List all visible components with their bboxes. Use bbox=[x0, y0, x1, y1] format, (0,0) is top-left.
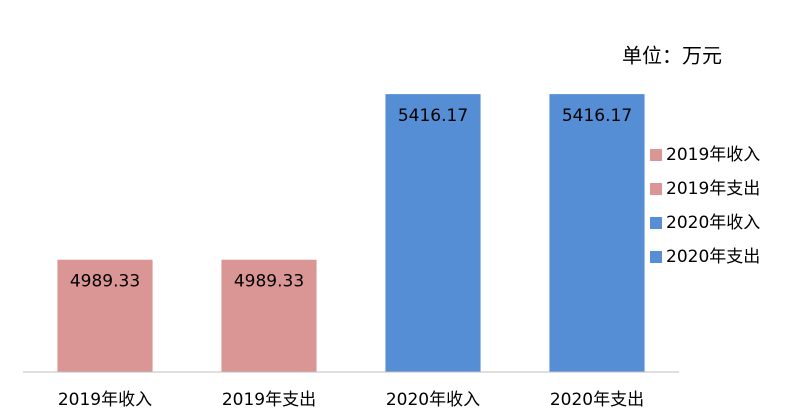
value-label: 5416.17 bbox=[562, 106, 632, 126]
legend-label: 2019年支出 bbox=[666, 179, 760, 199]
x-tick-label: 2020年支出 bbox=[550, 390, 644, 410]
bar bbox=[549, 94, 645, 372]
legend-swatch bbox=[650, 149, 662, 161]
legend-swatch bbox=[650, 183, 662, 195]
value-label: 5416.17 bbox=[398, 106, 468, 126]
legend-swatch bbox=[650, 217, 662, 229]
value-label: 4989.33 bbox=[234, 272, 304, 292]
x-tick-label: 2019年支出 bbox=[222, 390, 316, 410]
legend-label: 2020年收入 bbox=[666, 213, 760, 233]
x-tick-label: 2019年收入 bbox=[58, 390, 152, 410]
bar bbox=[385, 94, 481, 372]
x-tick-label: 2020年收入 bbox=[386, 390, 480, 410]
unit-annotation: 单位：万元 bbox=[622, 44, 722, 68]
legend-label: 2020年支出 bbox=[666, 247, 760, 267]
legend-swatch bbox=[650, 251, 662, 263]
bar bbox=[57, 259, 153, 372]
legend-label: 2019年收入 bbox=[666, 145, 760, 165]
value-label: 4989.33 bbox=[70, 272, 140, 292]
bar bbox=[221, 259, 317, 372]
